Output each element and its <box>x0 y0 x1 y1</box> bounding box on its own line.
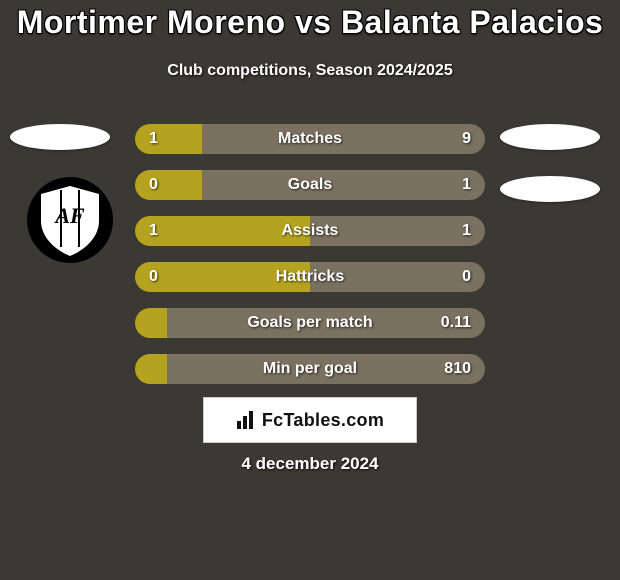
page-title: Mortimer Moreno vs Balanta Palacios <box>0 4 620 41</box>
subtitle: Club competitions, Season 2024/2025 <box>0 62 620 80</box>
stat-bar-left <box>135 124 202 154</box>
stat-row: Goals01 <box>135 170 485 200</box>
stat-row: Min per goal810 <box>135 354 485 384</box>
date-text: 4 december 2024 <box>0 454 620 474</box>
stat-bar-left <box>135 308 167 338</box>
stat-bar-left <box>135 216 310 246</box>
stat-row: Matches19 <box>135 124 485 154</box>
svg-text:AF: AF <box>53 203 85 228</box>
stat-bar-left <box>135 170 202 200</box>
stat-bar-right <box>202 170 486 200</box>
stat-track <box>135 262 485 292</box>
stat-bar-left <box>135 262 310 292</box>
stat-bars: Matches19 Goals01 Assists11 Hattricks00 Goal… <box>135 124 485 400</box>
brand-text: FcTables.com <box>262 410 384 431</box>
brand-box[interactable]: FcTables.com <box>203 397 417 443</box>
stat-bar-right <box>202 124 486 154</box>
stat-track <box>135 216 485 246</box>
club-badge: AF <box>27 177 113 263</box>
stat-bar-right <box>310 216 485 246</box>
stat-bar-left <box>135 354 167 384</box>
stat-row: Goals per match0.11 <box>135 308 485 338</box>
stat-bar-right <box>167 308 486 338</box>
stat-track <box>135 124 485 154</box>
ellipse-marker <box>500 176 600 202</box>
ellipse-marker <box>500 124 600 150</box>
stat-bar-right <box>167 354 486 384</box>
stat-track <box>135 354 485 384</box>
ellipse-marker <box>10 124 110 150</box>
stat-track <box>135 308 485 338</box>
stat-row: Assists11 <box>135 216 485 246</box>
stat-row: Hattricks00 <box>135 262 485 292</box>
bar-chart-icon <box>236 410 256 430</box>
stat-bar-right <box>310 262 485 292</box>
stat-track <box>135 170 485 200</box>
